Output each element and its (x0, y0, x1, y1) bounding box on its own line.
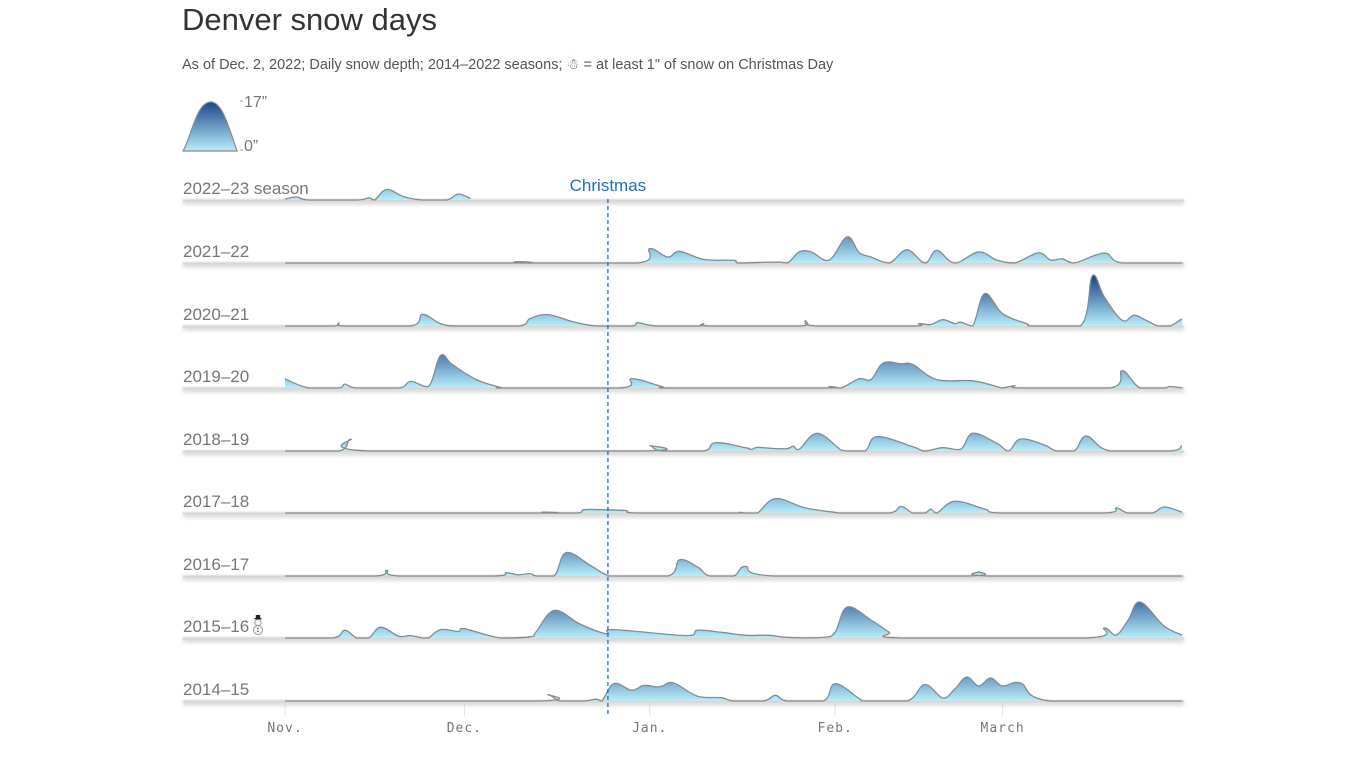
ridge-area (285, 433, 1182, 451)
ridge-baseline-shadow (183, 388, 1184, 392)
ridge-baseline-shadow (183, 576, 1184, 580)
ridge-line (284, 601, 1183, 639)
ridge-line (284, 354, 1183, 389)
ridge-area (285, 498, 1182, 513)
legend-ridge-shape (181, 101, 238, 152)
ridge-line (284, 188, 471, 201)
season-label: 2016–17 (183, 555, 249, 574)
legend-max-label: 17” (244, 94, 267, 111)
season-label: 2020–21 (183, 305, 249, 324)
ridge-baseline-shadow (183, 701, 1184, 705)
ridge-baseline-shadow (183, 638, 1184, 642)
season-label: 2018–19 (183, 430, 249, 449)
season-label: 2022–23 season (183, 179, 309, 198)
ridge-baseline-shadow (183, 513, 1184, 517)
christmas-label: Christmas (570, 176, 647, 195)
ridge-area (285, 354, 1182, 388)
x-tick-label: Feb. (818, 721, 853, 736)
ridge-area (285, 189, 471, 200)
ridge-row: 2018–19 (183, 430, 1184, 455)
ridge-row: 2016–17 (183, 551, 1184, 580)
chart-subtitle: As of Dec. 2, 2022; Daily snow depth; 20… (182, 57, 834, 73)
season-label: 2017–18 (183, 492, 249, 511)
ridge-row: 2020–21 (183, 274, 1184, 330)
ridge-line (284, 432, 1183, 452)
x-tick-label: Dec. (447, 721, 482, 736)
ridge-row: 2014–15 (183, 676, 1184, 705)
ridge-row: 2019–20 (183, 354, 1184, 392)
x-tick-label: Nov. (267, 721, 302, 736)
ridge-baseline-shadow (183, 200, 1184, 204)
season-label: 2014–15 (183, 680, 249, 699)
ridge-row: 2015–16 (183, 601, 1184, 642)
ridge-baseline-shadow (183, 263, 1184, 267)
ridge-line (285, 497, 1183, 514)
season-label: 2015–16 (183, 617, 249, 636)
ridge-area (285, 676, 1182, 701)
ridge-baseline-shadow (183, 326, 1184, 330)
season-label: 2021–22 (183, 242, 249, 261)
ridge-row: 2017–18 (183, 492, 1184, 517)
chart-title: Denver snow days (182, 2, 438, 37)
ridge-area (285, 236, 1182, 263)
ridge-line (285, 236, 1182, 264)
ridge-area (285, 601, 1182, 638)
snowman-icon (253, 615, 263, 635)
ridge-baseline-shadow (183, 451, 1184, 455)
x-tick-label: March (981, 721, 1025, 736)
ridge-row: 2021–22 (183, 236, 1184, 267)
ridge-row: 2022–23 season (183, 179, 1184, 204)
x-tick-label: Jan. (632, 721, 667, 736)
ridge-line (285, 551, 1182, 577)
ridge-line (285, 676, 1182, 702)
ridge-line (285, 274, 1183, 327)
ridge-area (285, 274, 1182, 326)
legend-min-label: 0” (244, 138, 258, 155)
legend: 17” 0” (181, 94, 267, 155)
ridge-area (285, 552, 1182, 576)
season-label: 2019–20 (183, 367, 249, 386)
